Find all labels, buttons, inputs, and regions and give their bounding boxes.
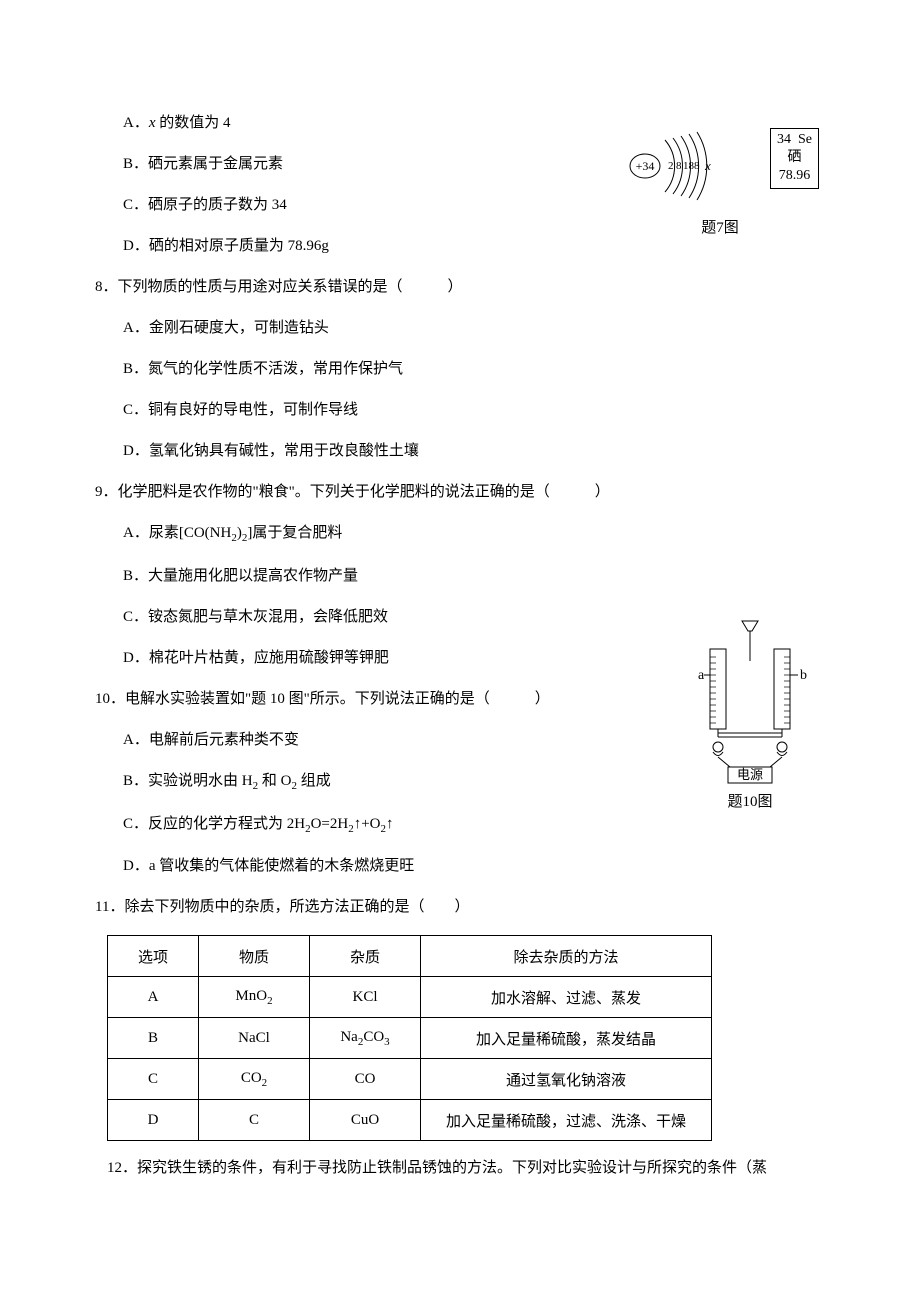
shell-18: 18 [683, 160, 695, 172]
q11-table: 选项 物质 杂质 除去杂质的方法 A MnO2 KCl 加水溶解、过滤、蒸发 B… [107, 935, 712, 1141]
periodic-box: 34 Se 硒 78.96 [770, 128, 819, 189]
q9-stem: 9．化学肥料是农作物的"粮食"。下列关于化学肥料的说法正确的是（ ） [95, 479, 825, 506]
q7-optB: B．硒元素属于金属元素 [95, 151, 615, 178]
q10-optC-mid1: O=2H [311, 816, 349, 832]
th-sub: 物质 [199, 936, 310, 977]
cell-imp: Na2CO3 [310, 1018, 421, 1059]
pe-num: 34 [777, 132, 791, 147]
cell-opt: D [108, 1100, 199, 1141]
imp-sub2: 3 [384, 1036, 390, 1048]
q8-optB: B．氮气的化学性质不活泼，常用作保护气 [95, 356, 825, 383]
cell-sub-sub: 2 [262, 1077, 268, 1089]
shell-8a: 8 [676, 160, 682, 172]
q11-stem: 11．除去下列物质中的杂质，所选方法正确的是（ ） [95, 894, 825, 921]
electrolysis-diagram: 电源 a b [680, 619, 820, 784]
table-row: A MnO2 KCl 加水溶解、过滤、蒸发 [108, 977, 712, 1018]
q12-stem: 12．探究铁生锈的条件，有利于寻找防止铁制品锈蚀的方法。下列对比实验设计与所探究… [95, 1155, 825, 1182]
cell-imp: CuO [310, 1100, 421, 1141]
th-met: 除去杂质的方法 [421, 936, 712, 977]
cell-opt: B [108, 1018, 199, 1059]
cell-opt: C [108, 1059, 199, 1100]
q9-optB: B．大量施用化肥以提高农作物产量 [95, 563, 825, 590]
label-a: a [698, 668, 705, 683]
q10-optB-mid: 和 O [258, 773, 291, 789]
q8-optD: D．氢氧化钠具有碱性，常用于改良酸性土壤 [95, 438, 825, 465]
cell-sub: NaCl [199, 1018, 310, 1059]
pe-name: 硒 [777, 149, 812, 167]
q7-optA: A．x 的数值为 4 [95, 110, 615, 137]
q10-optC-post: ↑ [386, 816, 394, 832]
table-row: B NaCl Na2CO3 加入足量稀硫酸，蒸发结晶 [108, 1018, 712, 1059]
q9-optA: A．尿素[CO(NH2)2]属于复合肥料 [95, 520, 825, 549]
cell-sub: C [199, 1100, 310, 1141]
cell-sub-sub: 2 [267, 995, 273, 1007]
q10-optB-pre: B．实验说明水由 H [123, 773, 253, 789]
table-row: C CO2 CO 通过氢氧化钠溶液 [108, 1059, 712, 1100]
cell-met: 通过氢氧化钠溶液 [421, 1059, 712, 1100]
cell-imp: CO [310, 1059, 421, 1100]
table-header-row: 选项 物质 杂质 除去杂质的方法 [108, 936, 712, 977]
fig10-caption: 题10图 [675, 790, 825, 811]
figure-7: +34 2 8 18 8 x 34 Se 硒 78.96 题 [615, 110, 825, 237]
cell-met: 加水溶解、过滤、蒸发 [421, 977, 712, 1018]
q7-optC: C．硒原子的质子数为 34 [95, 192, 615, 219]
sub-2: 2 [231, 532, 237, 544]
figure-10: 电源 a b 题10图 [675, 604, 825, 811]
q8-optC: C．铜有良好的导电性，可制作导线 [95, 397, 825, 424]
cell-sub: MnO2 [199, 977, 310, 1018]
q7-optA-prefix: A． [123, 115, 149, 131]
cell-met: 加入足量稀硫酸，过滤、洗涤、干燥 [421, 1100, 712, 1141]
cell-imp: KCl [310, 977, 421, 1018]
q10-optD: D．a 管收集的气体能使燃着的木条燃烧更旺 [95, 853, 825, 880]
cell-met: 加入足量稀硫酸，蒸发结晶 [421, 1018, 712, 1059]
q7-optA-rest: 的数值为 4 [156, 115, 231, 131]
x-var: x [149, 115, 156, 131]
fig7-caption: 题7图 [615, 216, 825, 237]
cell-sub: CO2 [199, 1059, 310, 1100]
q9-optA-pre: A．尿素[CO(NH [123, 525, 231, 541]
label-b: b [800, 668, 807, 683]
th-imp: 杂质 [310, 936, 421, 977]
imp-pre: Na [340, 1029, 358, 1045]
q10-optC: C．反应的化学方程式为 2H2O=2H2↑+O2↑ [95, 811, 665, 840]
shell-8b: 8 [694, 160, 700, 172]
cell-sub-pre: MnO [235, 988, 267, 1004]
pe-mass: 78.96 [777, 167, 812, 185]
nucleus-label: +34 [636, 159, 655, 173]
q10-optB-post: 组成 [297, 773, 331, 789]
q7-optD: D．硒的相对原子质量为 78.96g [95, 233, 615, 260]
cell-sub-pre: CO [241, 1070, 262, 1086]
q9-optD: D．棉花叶片枯黄，应施用硫酸钾等钾肥 [95, 645, 665, 672]
pe-sym: Se [798, 132, 812, 147]
power-label: 电源 [737, 767, 763, 782]
cell-opt: A [108, 977, 199, 1018]
q10-optC-mid2: ↑+O [354, 816, 381, 832]
q9-optC: C．铵态氮肥与草木灰混用，会降低肥效 [95, 604, 665, 631]
shell-2: 2 [668, 160, 674, 172]
q10-optC-pre: C．反应的化学方程式为 2H [123, 816, 305, 832]
q10-stem: 10．电解水实验装置如"题 10 图"所示。下列说法正确的是（ ） [95, 686, 665, 713]
q10-optB: B．实验说明水由 H2 和 O2 组成 [95, 768, 665, 797]
q10-optA: A．电解前后元素种类不变 [95, 727, 665, 754]
table-row: D C CuO 加入足量稀硫酸，过滤、洗涤、干燥 [108, 1100, 712, 1141]
th-opt: 选项 [108, 936, 199, 977]
shell-x: x [704, 158, 711, 173]
q9-optA-post: ]属于复合肥料 [247, 525, 342, 541]
imp-mid: CO [363, 1029, 384, 1045]
q8-optA: A．金刚石硬度大，可制造钻头 [95, 315, 825, 342]
q8-stem: 8．下列物质的性质与用途对应关系错误的是（ ） [95, 274, 825, 301]
